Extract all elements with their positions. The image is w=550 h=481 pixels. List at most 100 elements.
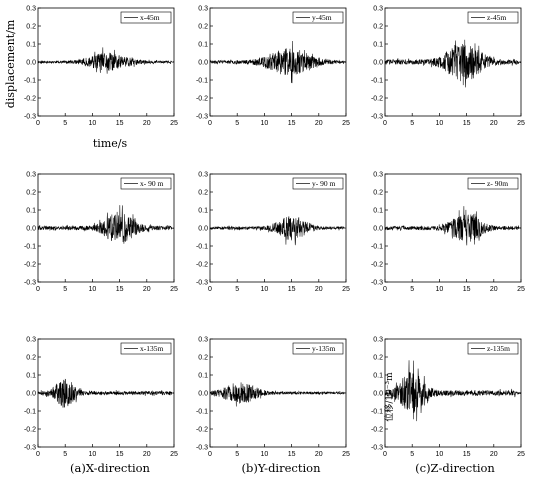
x-tick-label: 15	[288, 120, 296, 127]
y-tick-label: -0.3	[196, 113, 208, 120]
subplot-6: -0.3 -0.2 -0.1 0.0 0.1 0.2 0.3 0 5 10 15 20 25 z- 90m	[371, 171, 525, 293]
y-tick-label: -0.3	[24, 444, 36, 451]
y-tick-label: -0.1	[196, 243, 208, 250]
x-tick-label: 25	[170, 286, 178, 293]
x-tick-label: 20	[315, 451, 323, 458]
y-tick-label: -0.1	[196, 408, 208, 415]
y-tick-label: 0.2	[198, 354, 208, 361]
x-tick-label: 5	[410, 451, 414, 458]
x-tick-label: 25	[170, 451, 178, 458]
x-tick-label: 25	[342, 451, 350, 458]
x-tick-label: 25	[342, 120, 350, 127]
x-tick-label: 5	[235, 120, 239, 127]
y-tick-label: -0.1	[371, 408, 383, 415]
y-tick-label: 0.3	[198, 336, 208, 343]
x-tick-label: 10	[436, 451, 444, 458]
y-tick-label: 0.0	[373, 225, 383, 232]
y-tick-label: 0.3	[373, 336, 383, 343]
x-tick-label: 5	[63, 120, 67, 127]
legend-box	[120, 177, 172, 190]
y-tick-label: 0.2	[373, 23, 383, 30]
caption-b: (b)Y-direction	[242, 461, 322, 475]
y-tick-label: -0.1	[24, 77, 36, 84]
y-tick-label: -0.2	[24, 261, 36, 268]
y-tick-label: 0.0	[26, 390, 36, 397]
y-tick-label: 0.1	[373, 372, 383, 379]
subplot-5: -0.3 -0.2 -0.1 0.0 0.1 0.2 0.3 0 5 10 15 20 25 y- 90 …	[196, 171, 350, 293]
y-tick-label: 0.1	[198, 41, 208, 48]
x-tick-label: 25	[170, 120, 178, 127]
y-tick-label: -0.2	[371, 95, 383, 102]
legend-label: z-135m	[487, 344, 510, 353]
x-tick-label: 0	[383, 120, 387, 127]
legend-box	[467, 342, 519, 355]
y-tick-label: 0.3	[26, 336, 36, 343]
subplot-8: -0.3 -0.2 -0.1 0.0 0.1 0.2 0.3 0 5 10 15 20 25 y-135m	[196, 336, 350, 458]
y-tick-label: -0.3	[371, 444, 383, 451]
series-trace	[209, 382, 347, 407]
series-trace	[209, 41, 347, 84]
y-tick-label: 0.2	[198, 189, 208, 196]
y-tick-label: 0.0	[26, 225, 36, 232]
y-tick-label: 0.2	[26, 189, 36, 196]
y-tick-label: 0.2	[373, 189, 383, 196]
y-tick-label: 0.3	[373, 171, 383, 178]
series-trace	[384, 360, 522, 422]
x-tick-label: 0	[36, 451, 40, 458]
x-tick-label: 5	[235, 451, 239, 458]
y-tick-label: -0.3	[371, 279, 383, 286]
legend-box	[292, 11, 344, 24]
series-trace	[384, 206, 522, 246]
x-tick-label: 15	[288, 451, 296, 458]
series-trace	[209, 216, 347, 246]
x-tick-label: 5	[410, 286, 414, 293]
x-tick-label: 15	[463, 120, 471, 127]
y-tick-label: 0.0	[198, 225, 208, 232]
legend-box	[467, 177, 519, 190]
subplot-2: -0.3 -0.2 -0.1 0.0 0.1 0.2 0.3 0 5 10 15 20 25 y-45m	[196, 5, 350, 127]
x-tick-label: 10	[89, 120, 97, 127]
y-tick-label: -0.2	[24, 95, 36, 102]
legend-box	[292, 177, 344, 190]
caption-c: (c)Z-direction	[415, 461, 495, 475]
y-tick-label: 0.3	[198, 171, 208, 178]
subplot-4: -0.3 -0.2 -0.1 0.0 0.1 0.2 0.3 0 5 10 15 20 25 x- 90 …	[24, 171, 178, 293]
y-tick-label: 0.1	[198, 372, 208, 379]
legend-label: x- 90 m	[140, 179, 163, 188]
y-tick-label: 0.2	[26, 354, 36, 361]
y-tick-label: -0.3	[196, 444, 208, 451]
x-tick-label: 20	[490, 120, 498, 127]
x-tick-label: 15	[463, 286, 471, 293]
legend-label: y-135m	[312, 344, 335, 353]
legend-label: x-135m	[140, 344, 163, 353]
x-tick-label: 5	[235, 286, 239, 293]
y-tick-label: 0.0	[198, 59, 208, 66]
x-tick-label: 10	[261, 451, 269, 458]
x-tick-label: 5	[410, 120, 414, 127]
y-axis-label-cn: 位移/10⁻³m	[383, 372, 395, 422]
y-tick-label: -0.2	[196, 426, 208, 433]
y-tick-label: -0.1	[371, 243, 383, 250]
x-tick-label: 10	[436, 120, 444, 127]
x-tick-label: 0	[383, 286, 387, 293]
y-tick-label: 0.1	[26, 41, 36, 48]
x-tick-label: 20	[315, 286, 323, 293]
series-trace	[37, 378, 175, 408]
y-tick-label: 0.0	[373, 390, 383, 397]
y-tick-label: 0.2	[373, 354, 383, 361]
y-tick-label: 0.1	[26, 207, 36, 214]
x-tick-label: 20	[315, 120, 323, 127]
x-axis-label: time/s	[93, 137, 128, 150]
caption-a: (a)X-direction	[70, 461, 150, 475]
x-tick-label: 0	[208, 451, 212, 458]
x-tick-label: 15	[116, 451, 124, 458]
legend-label: y-45m	[312, 13, 332, 22]
y-axis-label: displacement/m	[4, 19, 17, 108]
y-tick-label: 0.2	[198, 23, 208, 30]
y-tick-label: -0.2	[371, 426, 383, 433]
x-tick-label: 15	[463, 451, 471, 458]
legend-label: x-45m	[140, 13, 160, 22]
series-trace	[37, 47, 175, 74]
